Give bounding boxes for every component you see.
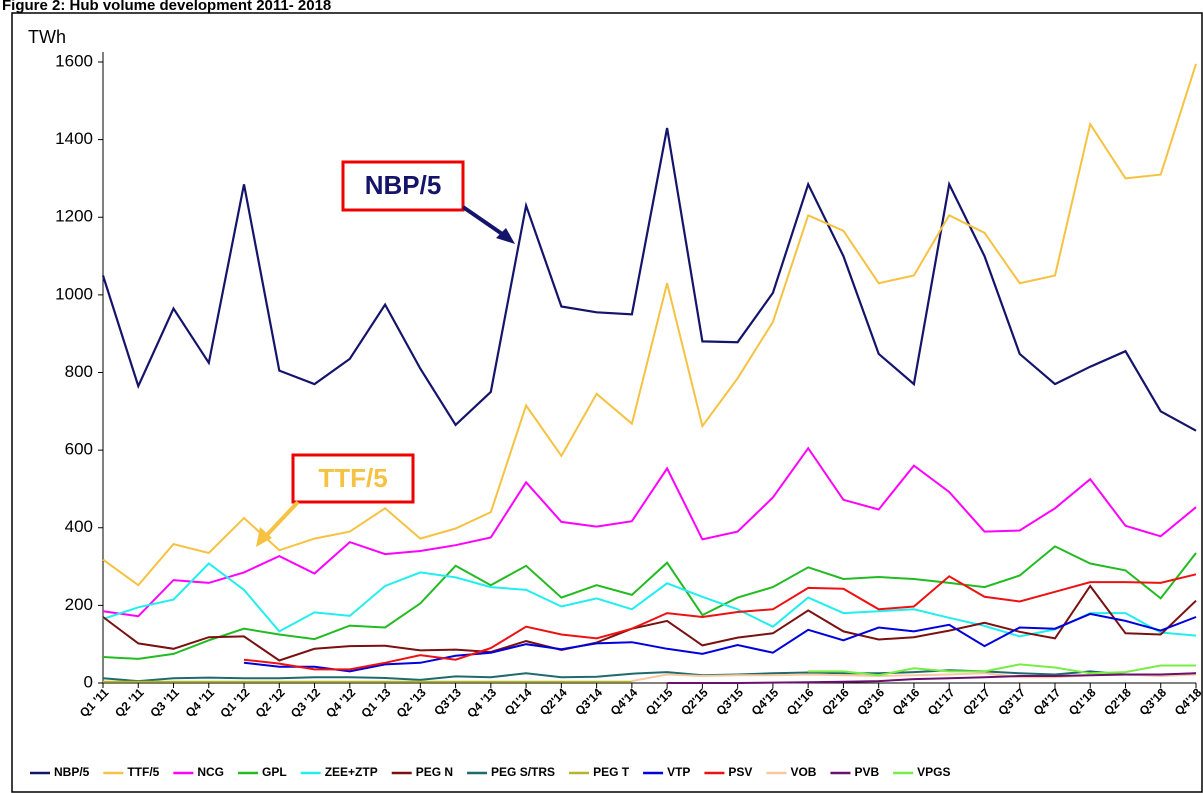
legend-label: PVB	[854, 765, 879, 779]
x-tick-label: Q3'17	[995, 685, 1028, 718]
annotation-arrow	[461, 205, 510, 240]
x-tick-label: Q4 '12	[323, 685, 358, 720]
annotation: NBP/5	[365, 170, 442, 200]
x-tick-label: Q4'14	[608, 685, 641, 718]
x-tick-label: Q4'16	[890, 685, 923, 718]
y-tick-label: 200	[65, 595, 93, 614]
x-tick-label: Q3'18	[1136, 685, 1169, 718]
x-tick-label: Q1 '11	[77, 685, 112, 720]
x-tick-label: Q3'16	[854, 685, 887, 718]
legend-label: NCG	[197, 765, 224, 779]
annotation-box	[341, 160, 465, 212]
series-line	[102, 63, 1197, 587]
x-tick-label: Q4'15	[749, 685, 782, 718]
legend-label: PSV	[728, 765, 752, 779]
annotation-arrow	[262, 500, 300, 540]
x-tick-label: Q4 '13	[464, 685, 499, 720]
x-tick-label: Q1'17	[925, 685, 958, 718]
series-line	[102, 669, 1197, 683]
y-tick-label: 0	[84, 672, 93, 691]
legend-label: GPL	[262, 765, 287, 779]
x-tick-label: Q2'15	[678, 685, 711, 718]
x-tick-label: Q3 '11	[147, 685, 182, 720]
x-tick-label: Q1 '13	[358, 685, 393, 720]
x-tick-label: Q4'17	[1031, 685, 1064, 718]
series-line	[243, 573, 1197, 671]
y-tick-label: 600	[65, 440, 93, 459]
y-tick-label: 1600	[55, 51, 93, 70]
x-tick-label: Q2'16	[819, 685, 852, 718]
x-tick-label: Q2 '13	[394, 685, 429, 720]
legend-label: VPGS	[917, 765, 950, 779]
legend-label: NBP/5	[54, 765, 90, 779]
series-line	[243, 612, 1197, 673]
series-line	[102, 562, 1197, 638]
legend-label: PEG N	[416, 765, 453, 779]
y-axis-label: TWh	[28, 27, 66, 47]
x-tick-label: Q2'18	[1101, 685, 1134, 718]
x-tick-label: Q1'18	[1066, 685, 1099, 718]
series-line	[102, 545, 1197, 660]
chart-title: Figure 2: Hub volume development 2011- 2…	[2, 0, 331, 14]
legend-label: VTP	[667, 765, 690, 779]
x-tick-label: Q3 '12	[288, 685, 323, 720]
series-line	[667, 672, 1197, 684]
x-tick-label: Q4 '11	[183, 685, 218, 720]
x-tick-label: Q3'14	[572, 685, 605, 718]
legend-label: PEG T	[593, 765, 630, 779]
x-tick-label: Q1'15	[643, 685, 676, 718]
legend-label: TTF/5	[127, 765, 159, 779]
legend-label: ZEE+ZTP	[325, 765, 378, 779]
annotation-arrowhead	[496, 228, 515, 244]
chart-frame	[11, 12, 1203, 793]
x-tick-label: Q2'17	[960, 685, 993, 718]
x-tick-label: Q4'18	[1172, 685, 1203, 718]
y-tick-label: 1000	[55, 284, 93, 303]
x-tick-label: Q1'14	[502, 685, 535, 718]
x-tick-label: Q3'13	[431, 685, 464, 718]
x-tick-label: Q2'14	[537, 685, 570, 718]
x-tick-label: Q3'15	[713, 685, 746, 718]
annotation-box	[291, 453, 415, 504]
y-tick-label: 1400	[55, 129, 93, 148]
x-tick-label: Q1'16	[784, 685, 817, 718]
series-line	[808, 663, 1196, 677]
x-tick-label: Q2 '11	[112, 685, 147, 720]
legend-label: VOB	[790, 765, 816, 779]
x-tick-label: Q2 '12	[253, 685, 288, 720]
y-tick-label: 1200	[55, 207, 93, 226]
y-tick-label: 400	[65, 517, 93, 536]
y-tick-label: 800	[65, 362, 93, 381]
series-line	[101, 127, 1197, 432]
legend-label: PEG S/TRS	[491, 765, 555, 779]
series-line	[102, 446, 1197, 618]
x-tick-label: Q1 '12	[217, 685, 252, 720]
annotation: TTF/5	[318, 463, 387, 493]
annotation-arrowhead	[256, 527, 272, 547]
